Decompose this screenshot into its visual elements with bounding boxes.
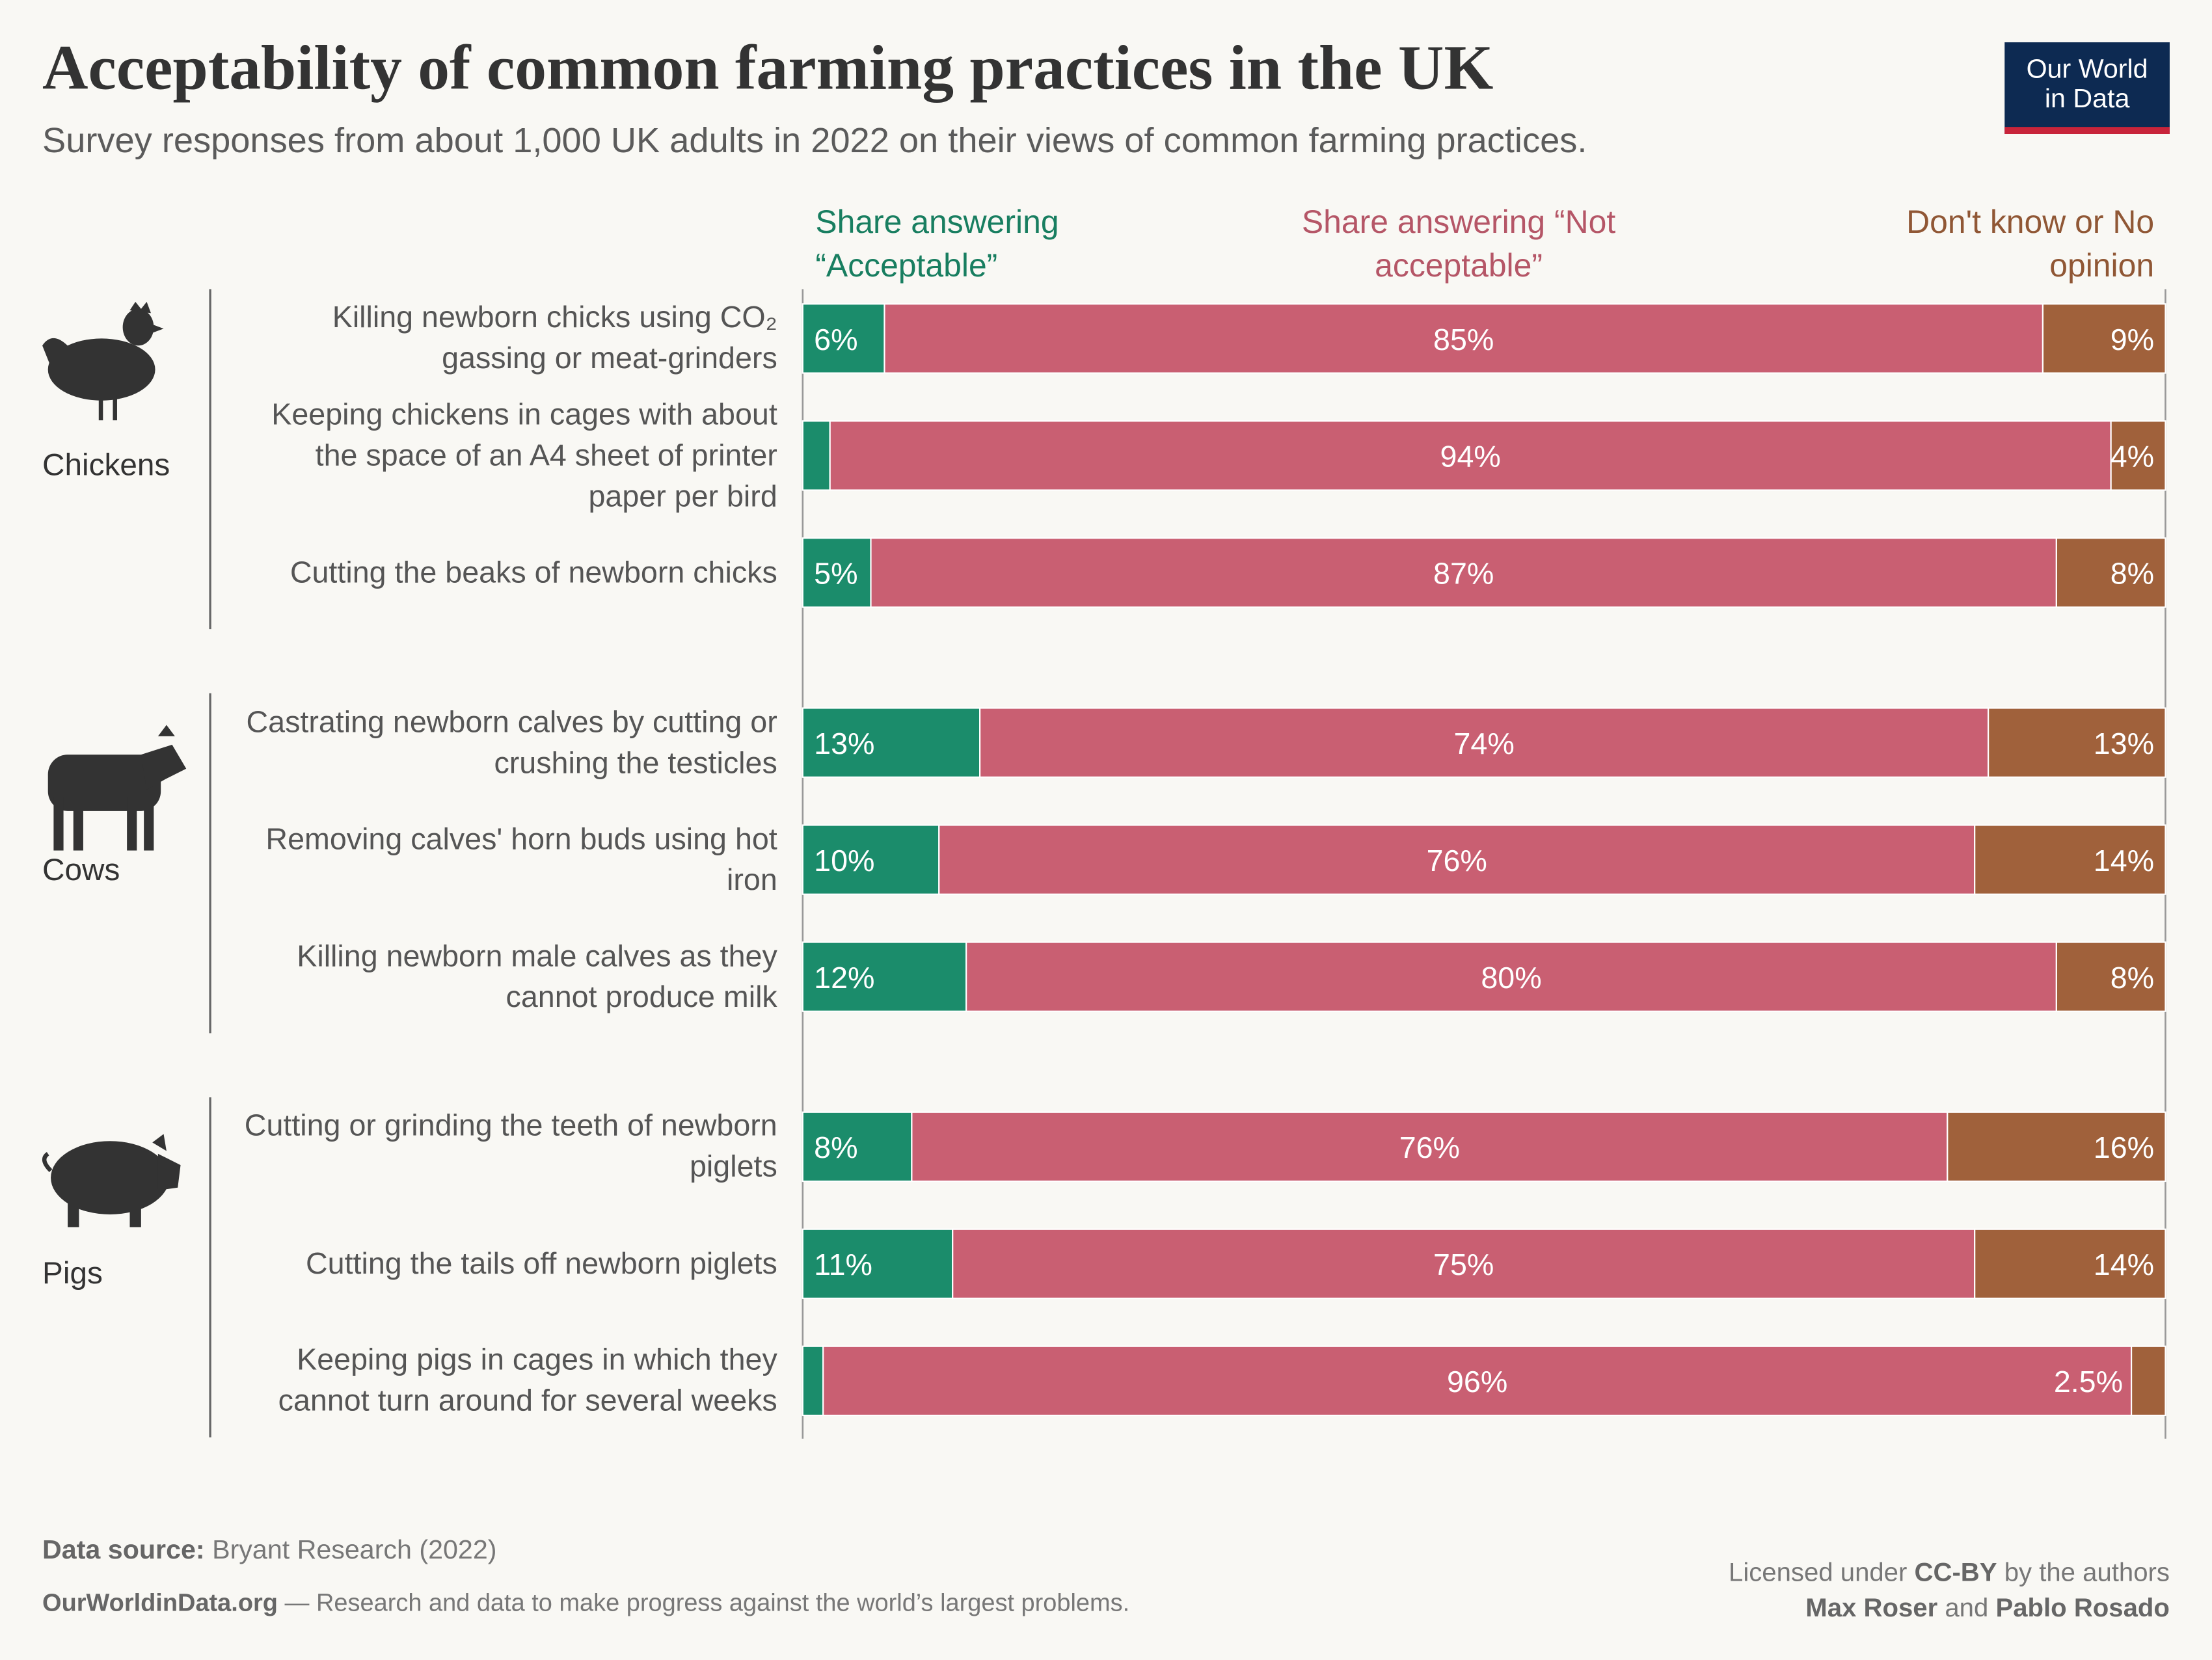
bar-segment xyxy=(802,420,831,491)
cow-icon xyxy=(47,725,187,851)
bar-segment xyxy=(1947,1111,2166,1183)
value-label: 8% xyxy=(2111,557,2154,591)
value-label: 10% xyxy=(814,844,874,877)
category-label: Cutting the tails off newborn piglets xyxy=(305,1246,777,1280)
value-label: 76% xyxy=(1427,844,1487,877)
pig-icon xyxy=(42,1134,181,1227)
bar-segment xyxy=(911,1111,1949,1183)
value-label: 16% xyxy=(2094,1131,2154,1164)
category-label: Cutting the beaks of newborn chicks xyxy=(290,555,777,589)
category-label: Keeping chickens in cages with about the… xyxy=(271,397,777,513)
subtitle: Survey responses from about 1,000 UK adu… xyxy=(42,121,1587,161)
license-prefix: Licensed under xyxy=(1729,1557,1908,1587)
value-label: 4% xyxy=(2111,440,2154,474)
bar-segment xyxy=(2055,537,2166,608)
license-suffix: by the authors xyxy=(2004,1557,2170,1587)
chicken-icon xyxy=(42,302,164,421)
logo-text: Our World in Data xyxy=(2026,55,2148,114)
category-label: Keeping pigs in cages in which they cann… xyxy=(278,1343,777,1418)
category-label: Castrating newborn calves by cutting or … xyxy=(246,704,777,780)
value-label: 96% xyxy=(1447,1365,1507,1399)
value-label: 5% xyxy=(814,557,857,591)
legend-label: Share answering “Acceptable” xyxy=(815,203,1059,284)
title: Acceptability of common farming practice… xyxy=(42,32,1494,103)
category-label: Killing newborn male calves as they cann… xyxy=(297,939,777,1013)
and: and xyxy=(1945,1592,1989,1622)
authors-line: Max Roser and Pablo Rosado xyxy=(1805,1592,2170,1624)
bar-segment xyxy=(952,1228,1976,1300)
group-label: Chickens xyxy=(42,447,170,483)
value-label: 85% xyxy=(1433,323,1494,356)
bar-segment xyxy=(1974,824,2166,895)
bar-segment xyxy=(802,537,872,608)
category-label: Killing newborn chicks using CO₂ gassing… xyxy=(332,300,777,375)
legend-label: Share answering “Not acceptable” xyxy=(1301,203,1616,284)
bar-segment xyxy=(870,537,2057,608)
value-label: 74% xyxy=(1453,727,1514,760)
value-label: 6% xyxy=(814,323,857,356)
bar-segment xyxy=(2042,303,2166,374)
category-label: Removing calves' horn buds using hot iro… xyxy=(265,822,777,896)
value-label: 14% xyxy=(2094,844,2154,877)
author: Pablo Rosado xyxy=(1995,1592,2170,1622)
bar-segment xyxy=(979,707,1989,778)
source: Bryant Research (2022) xyxy=(212,1536,497,1566)
bar-segment xyxy=(802,941,967,1012)
license[interactable]: CC-BY xyxy=(1914,1557,1997,1587)
source-label: Data source: xyxy=(42,1536,205,1566)
bar-segment xyxy=(2110,420,2166,491)
value-label: 13% xyxy=(2094,727,2154,760)
bar-segment xyxy=(802,303,885,374)
bar-segment xyxy=(2055,941,2166,1012)
bar-segment xyxy=(883,303,2044,374)
logo[interactable]: Our World in Data xyxy=(2004,42,2170,134)
tagline: — Research and data to make progress aga… xyxy=(284,1588,1130,1616)
bar-segment xyxy=(1974,1228,2166,1300)
bar-segment xyxy=(802,707,981,778)
group-label: Pigs xyxy=(42,1255,103,1291)
value-label: 75% xyxy=(1433,1248,1494,1281)
bar-segment xyxy=(802,1228,954,1300)
value-label: 8% xyxy=(2111,961,2154,995)
value-label: 2.5% xyxy=(2054,1365,2123,1399)
author: Max Roser xyxy=(1805,1592,1938,1622)
bar-segment xyxy=(829,420,2112,491)
bar-segment xyxy=(938,824,1976,895)
bar-segment xyxy=(822,1345,2133,1417)
category-label: Cutting or grinding the teeth of newborn… xyxy=(244,1108,777,1184)
bar-segment xyxy=(2130,1345,2166,1417)
value-label: 94% xyxy=(1440,440,1501,474)
value-label: 87% xyxy=(1433,557,1494,591)
value-label: 13% xyxy=(814,727,874,760)
legend-label: Don't know or No opinion xyxy=(1906,203,2155,284)
value-label: 11% xyxy=(814,1248,872,1281)
value-label: 14% xyxy=(2094,1248,2154,1281)
site[interactable]: OurWorldinData.org xyxy=(42,1588,278,1616)
value-label: 8% xyxy=(814,1131,857,1164)
value-label: 12% xyxy=(814,961,874,995)
bar-segment xyxy=(1988,707,2166,778)
site-line: OurWorldinData.org — Research and data t… xyxy=(42,1588,1129,1618)
source-line: Data source: Bryant Research (2022) xyxy=(42,1536,496,1567)
bar-segment xyxy=(802,1345,824,1417)
value-label: 80% xyxy=(1481,961,1541,995)
bar-segment xyxy=(965,941,2057,1012)
value-label: 9% xyxy=(2111,323,2154,356)
bar-segment xyxy=(802,1111,913,1183)
license-line: Licensed under CC-BY by the authors xyxy=(1729,1557,2170,1588)
value-label: 76% xyxy=(1399,1131,1460,1164)
group-label: Cows xyxy=(42,851,120,887)
